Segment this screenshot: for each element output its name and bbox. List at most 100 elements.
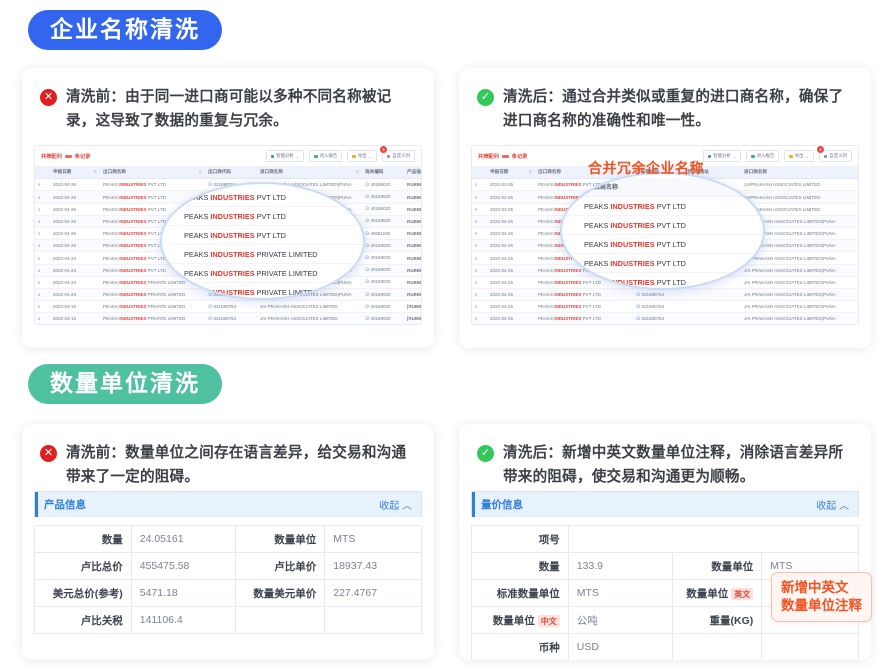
th-importer-name-2[interactable]: 进口商名称 [741,166,858,180]
row-search-icon[interactable]: ⌕ [35,300,50,314]
highlight-industries: INDUSTRIES [119,316,147,322]
th-exporter-name[interactable]: 出口商名称 ⇅ [100,166,205,180]
cell-product: RUBBER ITEM [404,251,421,265]
report-icon-2 [751,154,755,159]
collapse-toggle-product[interactable]: 收起 ︿ [379,501,412,513]
badge-label-1: 企业名称清洗 [28,10,222,51]
btn-custom-columns[interactable]: 自定义列 [381,150,415,163]
row-search-icon[interactable]: ⌕ [35,276,50,289]
row-search-icon[interactable]: ⌕ [472,288,487,302]
copy-icon[interactable]: ⊙ [636,291,641,298]
copy-icon[interactable]: ⊙ [208,291,213,298]
row-search-icon[interactable]: ⌕ [472,203,487,216]
th-importer-name[interactable]: 进口商名称 ⇅ [257,166,362,180]
th-hs-code[interactable]: 海关编码 [362,166,404,180]
copy-icon-2[interactable]: ⊙ [365,291,370,298]
row-search-icon[interactable]: ⌕ [35,251,50,265]
row-search-icon[interactable]: ⌕ [35,178,50,192]
copy-icon[interactable]: ⊙ [636,303,641,310]
collapse-toggle-price[interactable]: 收起 ︿ [816,501,849,513]
copy-icon[interactable]: ⊙ [208,181,213,188]
btn-smart-analysis-2[interactable]: 智能分析 ⌄ [702,150,742,163]
row-search-icon[interactable]: ⌕ [472,264,487,277]
table-row[interactable]: ⌕ 2022-03-15 PEAKS INDUSTRIES PRIVATE LIMI… [35,312,421,325]
copy-icon-2[interactable]: ⊙ [365,206,370,213]
cell-date: 2022-04-23 [50,264,100,277]
btn-enter-report-2[interactable]: 进入报告 [746,150,780,163]
btn-enter-report[interactable]: 进入报告 [309,150,343,163]
copy-icon-2[interactable]: ⊙ [365,242,370,249]
record-count-label-2: 共筛配列 条记录 [478,153,527,160]
kv-value-2: 227.4767 [324,579,422,608]
cell-product: [RUBBER ITEM] [404,312,421,325]
copy-icon-2[interactable]: ⊙ [365,218,370,225]
copy-icon-2[interactable]: ⊙ [365,279,370,286]
row-search-icon[interactable]: ⌕ [472,178,487,192]
btn-enter-report-label: 进入报告 [319,153,338,159]
row-search-icon[interactable]: ⌕ [472,190,487,204]
kv-key: 标准数量单位 [471,579,569,608]
th-exporter-name-2[interactable]: 出口商名称 ⇅ [535,166,633,180]
cell-importer: JAIPRAKASH ASSOCIATES LIMITED [741,178,858,192]
kv-value: 141106.4 [130,606,237,635]
chart-icon-2 [707,154,712,159]
chevron-up-icon: ︿ [402,501,412,513]
cell-date: 2022-04-26 [487,312,535,325]
btn-smart-analysis[interactable]: 智能分析 ⌄ [265,150,305,163]
th-product-desc[interactable]: 产品描述 [404,166,421,180]
copy-icon-2[interactable]: ⊙ [365,181,370,188]
th-exporter-code[interactable]: 出口商代码 [205,166,257,180]
th-declare-date-2[interactable]: 申报日期 ⇅ [487,166,535,180]
copy-icon[interactable]: ⊙ [208,303,213,310]
row-search-icon[interactable]: ⌕ [472,300,487,314]
row-search-icon[interactable]: ⌕ [35,203,50,216]
table-row[interactable]: ⌕ 2022-03-15 PEAKS INDUSTRIES PRIVATE LIMI… [35,300,421,314]
copy-icon-2[interactable]: ⊙ [365,255,370,261]
row-search-icon[interactable]: ⌕ [35,239,50,253]
row-search-icon[interactable]: ⌕ [472,239,487,253]
kv-row: 美元总价(参考) 5471.18 数量美元单价 227.4767 [34,579,422,608]
th-declare-date[interactable]: 申报日期 ⇅ [50,166,100,180]
row-search-icon[interactable]: ⌕ [35,227,50,241]
row-search-icon[interactable]: ⌕ [472,215,487,229]
kv-value-2 [761,633,859,660]
chevron-down-icon: ⌄ [295,153,300,159]
copy-icon-2[interactable]: ⊙ [365,194,370,201]
row-search-icon[interactable]: ⌕ [472,227,487,241]
row-search-icon[interactable]: ⌕ [35,288,50,302]
btn-enter-report-label-2: 进入报告 [756,153,775,159]
kv-key-2: 重量(KG) [672,606,763,635]
copy-icon-2[interactable]: ⊙ [365,230,370,237]
cell-date: 2022-04-25 [487,288,535,302]
product-panel-header: 产品信息 收起 ︿ [34,491,422,518]
row-search-icon[interactable]: ⌕ [472,312,487,325]
copy-icon-2[interactable]: ⊙ [365,267,370,274]
copy-icon[interactable]: ⊙ [208,315,213,322]
kv-key: 数量 [34,525,132,554]
btn-custom-columns-2[interactable]: 自定义列 [818,150,852,163]
row-search-icon[interactable]: ⌕ [35,215,50,229]
cell-importer: JAI PRAKASH ASSOCIATES LIMITED(PUNA [741,215,858,229]
cell-importer: JAIPRAKASH ASSOCIATES LIMITED [741,203,858,216]
copy-icon-2[interactable]: ⊙ [365,315,370,322]
cell-hs-code: ⊙ 40169020 [362,178,404,192]
row-search-icon[interactable]: ⌕ [35,264,50,277]
btn-export-2[interactable]: 导出 ⌄ [784,150,814,163]
magnifier-lens-after: 出口商名称 PEAKS INDUSTRIES PVT LTD PEAKS INDU… [560,172,765,291]
copy-icon[interactable]: ⊙ [636,315,641,322]
row-search-icon[interactable]: ⌕ [35,190,50,204]
lens-row: PEAKS INDUSTRIES PVT LTD [562,235,763,255]
row-search-icon[interactable]: ⌕ [472,251,487,265]
cell-date: 2022-04-26 [50,239,100,253]
btn-export-label-2: 导出 [794,153,804,159]
row-search-icon[interactable]: ⌕ [35,312,50,325]
btn-export[interactable]: 导出 ⌄ [347,150,377,163]
row-search-icon[interactable]: ⌕ [472,276,487,289]
desc-before-company-text: 清洗前：由于同一进口商可能以多种不同名称被记录，这导致了数据的重复与冗余。 [66,89,392,129]
copy-icon-2[interactable]: ⊙ [365,303,370,310]
lens-row: PEAKS INDUSTRIES PVT LTD [162,207,363,227]
kv-key-2: 数量单位 英文 [672,579,763,608]
